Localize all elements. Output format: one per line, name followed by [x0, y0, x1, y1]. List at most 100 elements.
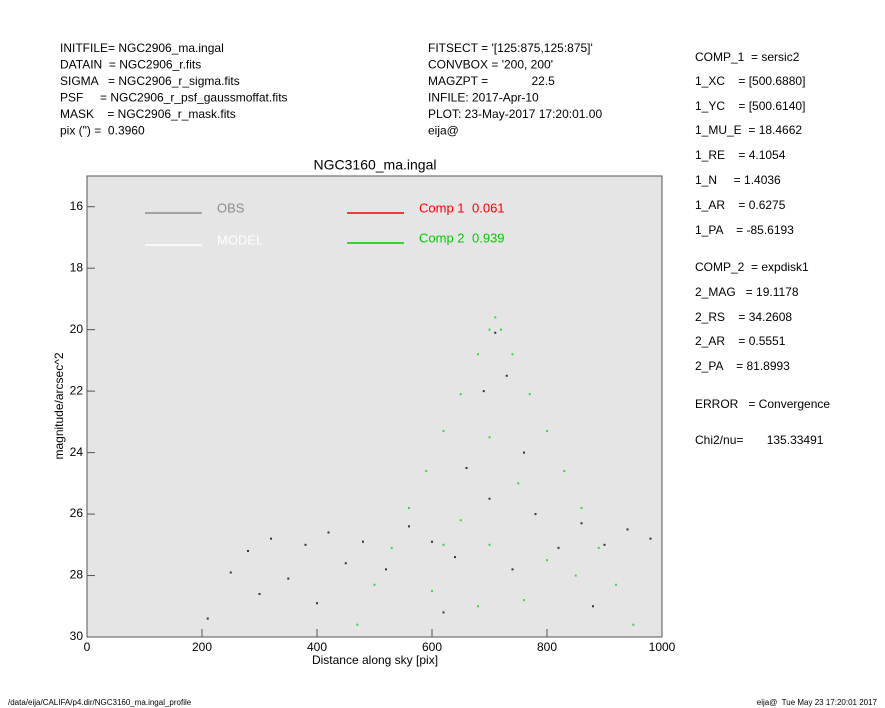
point: [229, 571, 232, 574]
point: [442, 543, 445, 546]
header-line: pix (") = 0.3960: [60, 124, 145, 138]
header-line: CONVBOX = '200, 200': [428, 58, 553, 72]
x-tick-label: 1000: [649, 640, 676, 654]
point: [258, 592, 261, 595]
point: [247, 549, 249, 552]
point: [563, 470, 566, 473]
x-tick-label: 600: [422, 640, 442, 654]
point: [523, 599, 525, 602]
legend-label: OBS: [217, 200, 245, 215]
footer-right: eija@ Tue May 23 17:20:01 2017: [757, 698, 878, 707]
param-line: COMP_1 = sersic2: [695, 50, 800, 64]
point: [488, 328, 491, 331]
point: [597, 546, 600, 549]
point: [465, 466, 468, 469]
param-line: COMP_2 = expdisk1: [695, 260, 809, 274]
y-tick-label: 28: [70, 568, 84, 582]
point: [626, 528, 629, 531]
point: [649, 537, 652, 540]
point: [517, 482, 520, 485]
point: [528, 393, 531, 396]
y-tick-label: 26: [70, 506, 84, 520]
point: [477, 353, 479, 356]
point: [494, 331, 497, 334]
point: [592, 605, 594, 608]
header-line: PSF = NGC2906_r_psf_gaussmoffat.fits: [60, 91, 288, 105]
point: [431, 540, 433, 543]
point: [557, 546, 560, 549]
param-line: 2_RS = 34.2608: [695, 310, 792, 324]
point: [442, 430, 445, 433]
point: [362, 540, 364, 543]
point: [454, 556, 456, 559]
point: [442, 611, 445, 614]
point: [390, 546, 393, 549]
y-tick-label: 18: [70, 260, 84, 274]
param-line: 2_PA = 81.8993: [695, 359, 790, 373]
point: [574, 574, 577, 577]
header-line: eija@: [428, 124, 459, 138]
point: [316, 602, 318, 605]
x-tick-label: 0: [84, 640, 91, 654]
point: [580, 522, 583, 525]
point: [511, 353, 514, 356]
footer-left: /data/eija/CALIFA/p4.dir/NGC3160_ma.inga…: [8, 698, 192, 707]
point: [523, 451, 525, 454]
point: [546, 559, 548, 562]
y-tick-label: 22: [70, 383, 84, 397]
point: [270, 537, 272, 540]
param-line: ERROR = Convergence: [695, 397, 830, 411]
param-line: 2_MAG = 19.1178: [695, 285, 799, 299]
point: [603, 543, 606, 546]
param-line: 2_AR = 0.5551: [695, 334, 786, 348]
legend-label: MODEL: [217, 232, 263, 247]
header-line: INITFILE= NGC2906_ma.ingal: [60, 41, 224, 55]
point: [385, 568, 387, 571]
header-line: MAGZPT = 22.5: [428, 74, 555, 88]
point: [500, 328, 502, 331]
x-tick-label: 800: [537, 640, 557, 654]
header-line: DATAIN = NGC2906_r.fits: [60, 58, 201, 72]
x-tick-label: 400: [307, 640, 327, 654]
point: [459, 519, 462, 522]
point: [344, 562, 347, 565]
param-line: Chi2/nu= 135.33491: [695, 433, 824, 447]
legend-label: Comp 2: [419, 230, 465, 245]
point: [206, 617, 209, 620]
param-line: 1_AR = 0.6275: [695, 198, 786, 212]
x-axis-label: Distance along sky [pix]: [312, 653, 438, 667]
y-tick-label: 16: [70, 199, 84, 213]
chart-title: NGC3160_ma.ingal: [314, 157, 437, 173]
point: [304, 543, 307, 546]
point: [431, 589, 433, 592]
point: [632, 623, 635, 626]
point: [511, 568, 514, 571]
header-line: INFILE: 2017-Apr-10: [428, 91, 539, 105]
y-axis-label: magnitude/arcsec^2: [52, 352, 66, 459]
y-tick-label: 20: [70, 322, 84, 336]
param-line: 1_RE = 4.1054: [695, 148, 786, 162]
point: [373, 583, 376, 586]
point: [459, 393, 462, 396]
header-line: PLOT: 23-May-2017 17:20:01.00: [428, 107, 602, 121]
param-line: 1_XC = [500.6880]: [695, 74, 805, 88]
point: [287, 577, 290, 580]
point: [488, 543, 491, 546]
x-tick-label: 200: [192, 640, 212, 654]
point: [477, 605, 479, 608]
legend-value: 0.939: [472, 230, 505, 245]
point: [546, 430, 548, 433]
header-line: FITSECT = '[125:875,125:875]': [428, 41, 593, 55]
point: [482, 390, 485, 393]
plot-area: [86, 175, 663, 638]
y-tick-label: 30: [70, 629, 84, 643]
point: [425, 470, 428, 473]
point: [327, 531, 330, 534]
point: [580, 506, 583, 509]
header-line: SIGMA = NGC2906_r_sigma.fits: [60, 74, 240, 88]
point: [408, 525, 410, 528]
param-line: 1_MU_E = 18.4662: [695, 123, 802, 137]
point: [488, 497, 491, 500]
param-line: 1_YC = [500.6140]: [695, 99, 805, 113]
